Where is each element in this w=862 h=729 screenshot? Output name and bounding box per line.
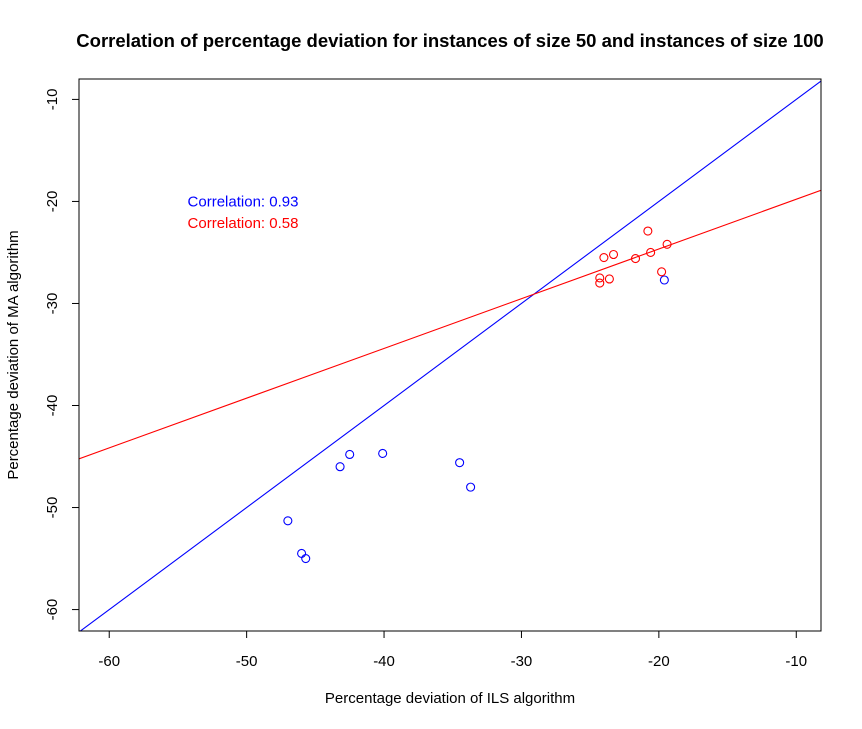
y-axis-title: Percentage deviation of MA algorithm (5, 230, 22, 479)
scatter-point (283, 516, 293, 526)
plot-frame (78, 78, 822, 632)
x-tick-label: -30 (511, 653, 533, 670)
scatter-point (595, 273, 605, 283)
x-tick-label: -50 (236, 653, 258, 670)
scatter-point (643, 226, 653, 236)
scatter-point (595, 278, 605, 288)
regression-line (79, 80, 821, 631)
x-axis-title: Percentage deviation of ILS algorithm (325, 690, 575, 707)
x-axis: -60 -50 -40 -30 -20 -10 (98, 630, 807, 670)
x-tick-label: -40 (373, 653, 395, 670)
x-tick-label: -10 (785, 653, 807, 670)
scatter-point (659, 275, 669, 285)
correlation-annotation: Correlation: 0.58 (188, 215, 299, 232)
scatter-point (455, 458, 465, 468)
scatter-point (378, 448, 388, 459)
annotations: Correlation: 0.93 Correlation: 0.58 (188, 193, 299, 231)
scatter-point (662, 239, 672, 249)
y-tick-label: -40 (44, 395, 61, 417)
scatter-point (599, 253, 609, 263)
y-tick-label: -60 (44, 599, 61, 621)
y-axis: -10 -20 -30 -40 -50 -60 (44, 89, 80, 621)
y-tick-label: -10 (44, 89, 61, 111)
scatter-point (301, 554, 311, 564)
scatter-point (335, 462, 345, 472)
x-tick-label: -20 (648, 653, 670, 670)
scatter-point (646, 247, 656, 258)
y-tick-label: -30 (44, 293, 61, 315)
chart-title: Correlation of percentage deviation for … (76, 30, 823, 51)
scatter-point (630, 254, 641, 264)
x-tick-label: -60 (98, 653, 120, 670)
scatter-point (608, 249, 619, 260)
scatter-point (657, 267, 667, 277)
scatter-point (297, 548, 307, 559)
scatter-point (604, 274, 614, 284)
fit-lines (79, 80, 821, 631)
scatter-point (466, 482, 476, 492)
correlation-annotation: Correlation: 0.93 (188, 193, 299, 210)
data-points (283, 226, 672, 564)
scatter-point (345, 449, 355, 460)
y-tick-label: -50 (44, 497, 61, 519)
regression-line (79, 189, 821, 460)
y-tick-label: -20 (44, 191, 61, 213)
